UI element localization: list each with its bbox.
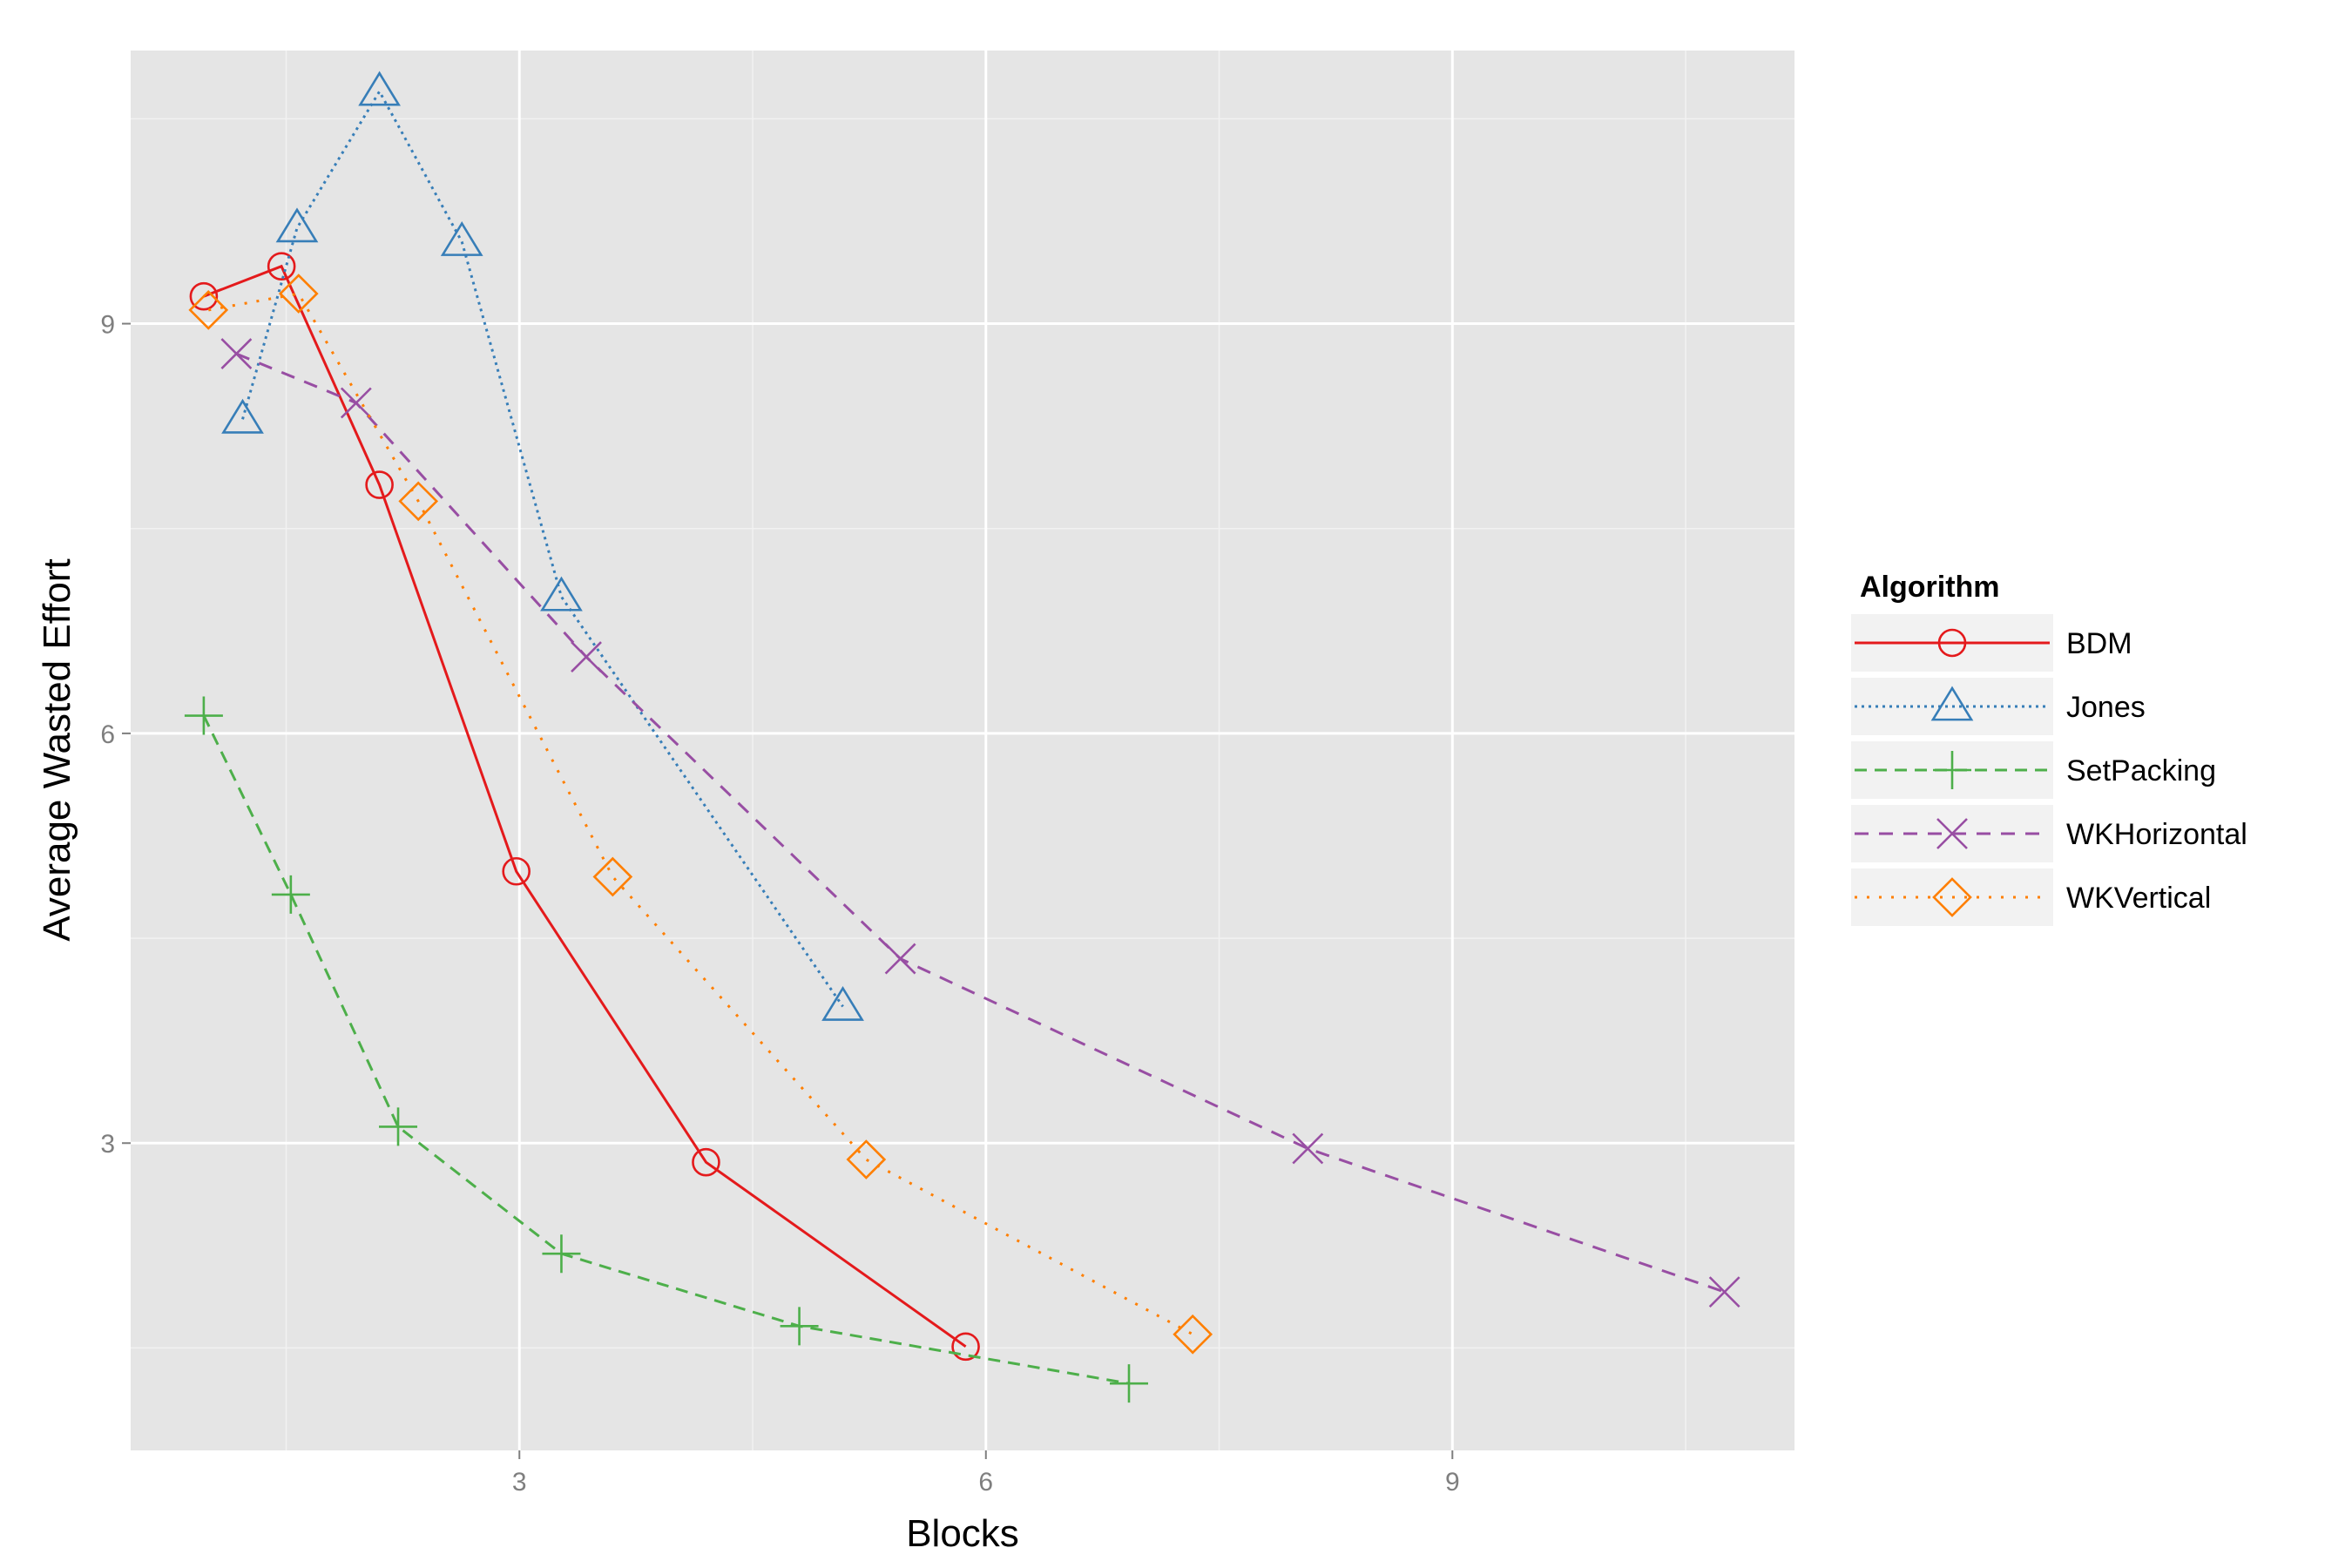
x-tick-label: 6 bbox=[978, 1468, 993, 1497]
major-gridlines bbox=[131, 51, 1794, 1450]
legend-key-marker-wkvertical bbox=[1932, 877, 1972, 917]
data-point-wkhorizontal bbox=[1292, 1132, 1324, 1165]
y-tick-label: 9 bbox=[100, 311, 115, 340]
series-layer bbox=[184, 71, 1740, 1403]
legend-key-marker-setpacking bbox=[1933, 751, 1971, 789]
legend-item-setpacking: SetPacking bbox=[1851, 741, 2216, 799]
data-point-bdm bbox=[365, 470, 394, 499]
data-point-wkhorizontal bbox=[220, 338, 253, 369]
legend-item-wkhorizontal: WKHorizontal bbox=[1851, 805, 2247, 862]
minor-gridlines bbox=[131, 51, 1794, 1450]
y-tick-label: 6 bbox=[100, 720, 115, 749]
legend-item-jones: Jones bbox=[1851, 678, 2146, 735]
x-tick-label: 3 bbox=[512, 1468, 527, 1497]
data-point-bdm bbox=[267, 252, 296, 281]
data-point-setpacking bbox=[542, 1234, 581, 1274]
data-point-jones bbox=[358, 71, 401, 106]
series-wkhorizontal bbox=[220, 338, 1740, 1308]
series-bdm bbox=[189, 252, 980, 1362]
data-point-bdm bbox=[189, 281, 219, 311]
legend-key-marker-wkhorizontal bbox=[1936, 818, 1968, 849]
y-axis-title: Average Wasted Effort bbox=[36, 558, 78, 941]
legend-label-wkvertical: WKVertical bbox=[2066, 882, 2211, 915]
legend-key-marker-bdm bbox=[1937, 628, 1967, 658]
series-line-setpacking bbox=[202, 714, 1130, 1385]
x-axis-ticks: 3 6 9 bbox=[512, 1450, 1460, 1497]
data-point-jones bbox=[275, 207, 319, 243]
data-point-wkvertical bbox=[398, 481, 439, 522]
data-point-wkhorizontal bbox=[884, 943, 916, 975]
legend-item-bdm: BDM bbox=[1851, 614, 2132, 672]
legend-label-setpacking: SetPacking bbox=[2066, 754, 2216, 787]
series-line-wkhorizontal bbox=[235, 352, 1726, 1294]
data-point-jones bbox=[821, 985, 864, 1021]
data-point-bdm bbox=[502, 856, 531, 886]
legend-title: Algorithm bbox=[1860, 571, 2000, 604]
series-wkvertical bbox=[188, 274, 1213, 1355]
data-point-jones bbox=[440, 220, 483, 256]
data-point-setpacking bbox=[271, 875, 310, 914]
data-point-wkvertical bbox=[1173, 1314, 1213, 1355]
data-point-wkvertical bbox=[278, 274, 319, 314]
y-tick-label: 3 bbox=[100, 1130, 115, 1159]
y-axis-ticks: 3 6 9 bbox=[100, 311, 131, 1159]
series-line-wkvertical bbox=[208, 292, 1193, 1336]
data-point-bdm bbox=[951, 1332, 980, 1362]
data-point-jones bbox=[221, 398, 264, 434]
data-point-bdm bbox=[692, 1147, 720, 1177]
data-point-setpacking bbox=[1110, 1364, 1148, 1403]
series-setpacking bbox=[184, 696, 1148, 1403]
data-point-wkvertical bbox=[592, 856, 633, 897]
legend-label-wkhorizontal: WKHorizontal bbox=[2066, 818, 2247, 851]
x-axis-title: Blocks bbox=[906, 1512, 1019, 1555]
x-tick-label: 9 bbox=[1445, 1468, 1460, 1497]
legend-label-jones: Jones bbox=[2066, 691, 2146, 724]
data-point-setpacking bbox=[379, 1107, 418, 1146]
data-point-wkvertical bbox=[846, 1139, 887, 1179]
data-point-wkhorizontal bbox=[571, 641, 602, 673]
data-point-jones bbox=[540, 576, 583, 612]
series-jones bbox=[221, 71, 864, 1021]
data-point-wkhorizontal bbox=[340, 387, 372, 419]
data-point-wkhorizontal bbox=[1708, 1276, 1740, 1308]
data-point-wkvertical bbox=[188, 290, 229, 330]
legend: Algorithm BDM Jones SetPacking WKHorizontal… bbox=[1851, 571, 2247, 926]
legend-item-wkvertical: WKVertical bbox=[1851, 868, 2211, 926]
legend-label-bdm: BDM bbox=[2066, 627, 2132, 660]
data-point-setpacking bbox=[184, 696, 223, 735]
legend-key-marker-jones bbox=[1930, 686, 1974, 721]
data-point-setpacking bbox=[780, 1307, 819, 1346]
plot-panel bbox=[131, 51, 1794, 1450]
